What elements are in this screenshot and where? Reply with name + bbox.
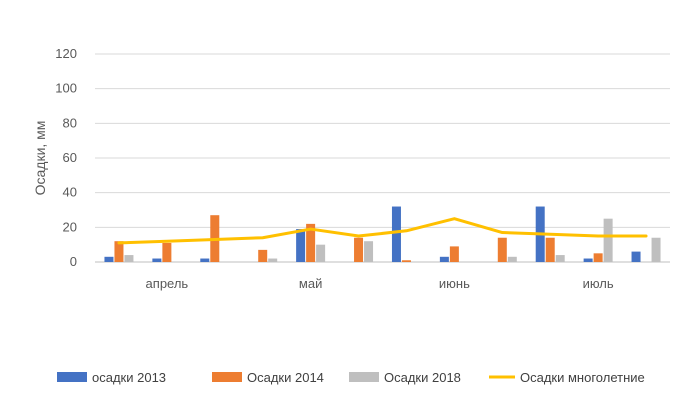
bar <box>268 258 278 262</box>
series-3 <box>124 218 661 262</box>
legend-entry: осадки 2013 <box>57 370 166 385</box>
legend-swatch <box>212 372 242 382</box>
bar <box>439 256 449 262</box>
line-series <box>117 217 648 245</box>
x-category-label: апрель <box>146 276 189 291</box>
bar <box>391 206 401 262</box>
line-series-path <box>117 217 648 245</box>
bar <box>507 256 517 262</box>
x-category-label: май <box>299 276 322 291</box>
legend-label: Осадки 2014 <box>247 370 324 385</box>
bar <box>364 241 374 262</box>
bar <box>306 223 316 262</box>
bar <box>401 260 411 262</box>
bar <box>651 237 661 262</box>
x-axis-categories: апрель май июнь июль <box>146 276 614 291</box>
bar <box>296 229 306 262</box>
legend-swatch <box>349 372 379 382</box>
y-tick-label: 20 <box>63 219 77 234</box>
y-tick-label: 0 <box>70 254 77 269</box>
bar <box>583 258 593 262</box>
bar <box>124 255 134 262</box>
legend-label: Осадки многолетние <box>520 370 645 385</box>
legend-label: осадки 2013 <box>92 370 166 385</box>
legend-entry: Осадки многолетние <box>489 370 645 385</box>
bar <box>200 258 210 262</box>
bar <box>152 258 162 262</box>
bar <box>316 244 326 262</box>
bar <box>555 255 565 262</box>
legend: осадки 2013 Осадки 2014 Осадки 2018 Осадки … <box>57 370 645 385</box>
y-axis-ticks: 0 20 40 60 80 100 120 <box>55 46 77 269</box>
y-tick-label: 80 <box>63 115 77 130</box>
bar <box>631 251 641 262</box>
bar <box>603 218 613 262</box>
bar <box>114 241 124 262</box>
x-category-label: июль <box>583 276 614 291</box>
legend-entry: Осадки 2018 <box>349 370 461 385</box>
bar <box>449 246 459 262</box>
bar <box>258 249 268 262</box>
legend-swatch <box>57 372 87 382</box>
y-axis-label: Осадки, мм <box>32 121 48 196</box>
bar <box>497 237 507 262</box>
bar <box>545 237 555 262</box>
bar <box>104 256 114 262</box>
x-category-label: июнь <box>439 276 470 291</box>
y-tick-label: 40 <box>63 185 77 200</box>
y-tick-label: 120 <box>55 46 77 61</box>
series-2 <box>114 215 603 262</box>
bar <box>593 253 603 262</box>
y-tick-label: 60 <box>63 150 77 165</box>
y-tick-label: 100 <box>55 81 77 96</box>
gridlines <box>95 53 670 263</box>
legend-label: Осадки 2018 <box>384 370 461 385</box>
bar <box>354 237 364 262</box>
bar <box>162 242 172 262</box>
legend-entry: Осадки 2014 <box>212 370 324 385</box>
